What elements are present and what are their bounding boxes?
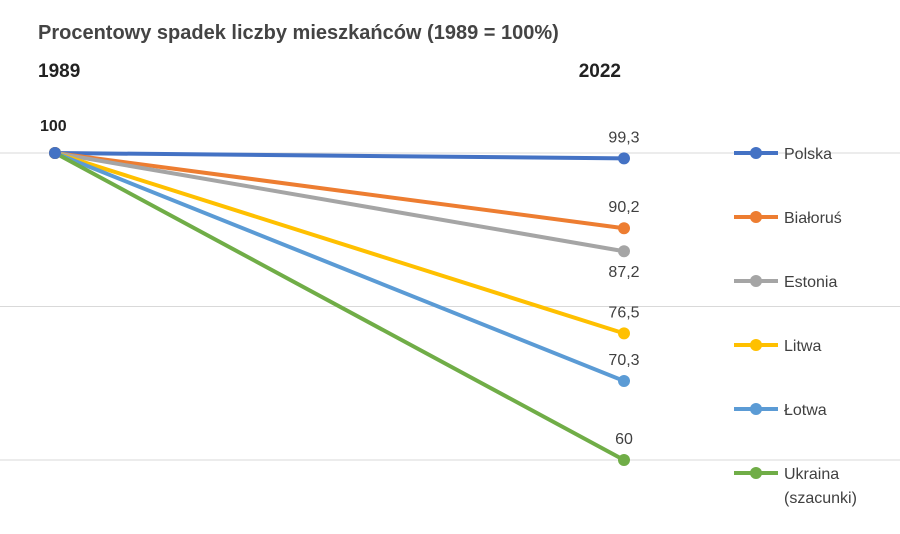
series-end-point-4: [618, 374, 630, 387]
legend: Polska Białoruś Estonia Litwa Łotwa Ukraina (s…: [734, 146, 857, 507]
legend-marker-1: [750, 211, 762, 223]
start-value-label: 100: [40, 118, 67, 135]
series-start-point-0: [49, 147, 61, 159]
series-group: [49, 147, 630, 466]
legend-marker-2: [750, 275, 762, 287]
data-label-3: 76,5: [608, 304, 639, 321]
series-end-point-5: [618, 454, 630, 466]
data-label-4: 70,3: [608, 352, 639, 369]
x-label-start: 1989: [38, 61, 80, 82]
chart-title: Procentowy spadek liczby mieszkańców (19…: [38, 22, 559, 44]
end-labels: 99,3 90,2 87,2 76,5 70,3 60: [608, 129, 639, 448]
series-end-point-1: [618, 222, 630, 235]
series-line-2: [53, 151, 626, 254]
legend-marker-0: [750, 147, 762, 159]
legend-label-5-line2: (szacunki): [784, 490, 857, 507]
series-end-point-0: [618, 152, 630, 165]
data-label-0: 99,3: [608, 129, 639, 146]
legend-label-3: Litwa: [784, 338, 821, 355]
legend-label-2: Estonia: [784, 274, 837, 291]
data-label-1: 90,2: [608, 199, 639, 216]
series-line-5: [53, 151, 626, 462]
x-label-end: 2022: [579, 61, 621, 82]
series-end-point-3: [618, 327, 630, 340]
legend-marker-5: [750, 467, 762, 479]
series-end-point-2: [618, 245, 630, 258]
legend-marker-3: [750, 339, 762, 351]
legend-label-0: Polska: [784, 146, 832, 163]
series-line-1: [53, 151, 626, 231]
data-label-2: 87,2: [608, 264, 639, 281]
series-line-3: [53, 151, 626, 336]
legend-label-4: Łotwa: [784, 402, 827, 419]
legend-label-1: Białoruś: [784, 210, 842, 227]
series-line-0: [53, 151, 626, 161]
data-label-5: 60: [615, 431, 633, 448]
series-line-4: [53, 151, 626, 383]
legend-marker-4: [750, 403, 762, 415]
legend-label-5: Ukraina: [784, 466, 839, 483]
gridlines: [0, 152, 900, 461]
